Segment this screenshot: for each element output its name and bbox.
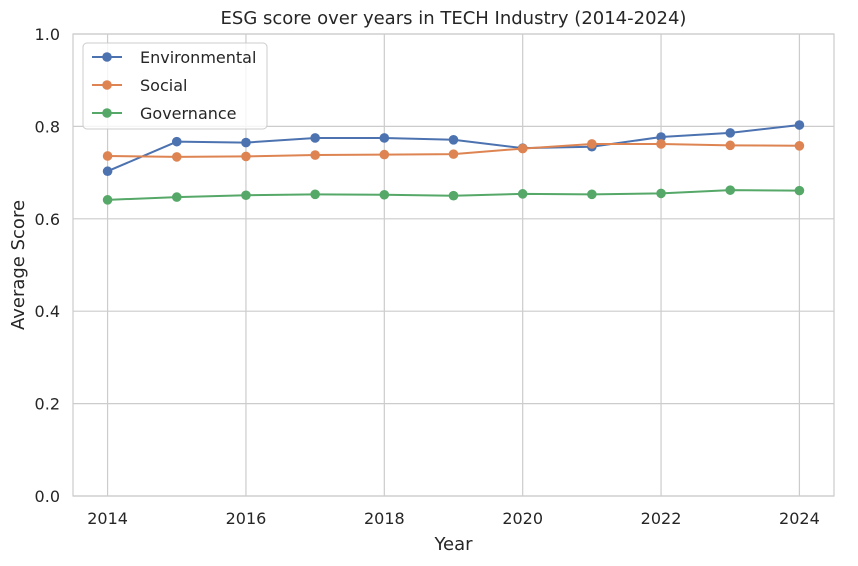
data-point-governance	[517, 189, 528, 199]
data-point-environmental	[102, 166, 113, 177]
data-point-governance	[725, 185, 736, 195]
data-point-social	[379, 149, 390, 160]
plot-frame	[72, 33, 835, 497]
data-point-governance	[310, 189, 320, 200]
legend-marker	[102, 108, 112, 118]
y-tick-label: 0.8	[35, 117, 60, 136]
series-governance	[102, 185, 805, 205]
data-point-governance	[102, 195, 113, 205]
data-point-social	[448, 149, 459, 159]
y-axis-label: Average Score	[8, 200, 29, 330]
data-point-environmental	[656, 132, 666, 142]
data-point-environmental	[171, 136, 182, 147]
x-tick-label: 2020	[502, 509, 543, 528]
y-tick-label: 0.6	[35, 210, 60, 229]
x-tick-label: 2016	[226, 509, 267, 528]
data-point-social	[102, 151, 113, 161]
x-tick-label: 2014	[87, 509, 128, 528]
series-line-environmental	[107, 124, 800, 173]
x-tick-label: 2022	[641, 509, 682, 528]
data-point-governance	[448, 190, 459, 201]
data-point-social	[794, 141, 805, 151]
legend-box	[82, 42, 268, 130]
legend-item-governance: Governance	[92, 104, 237, 123]
legend-label: Social	[140, 76, 187, 95]
chart-title: ESG score over years in TECH Industry (2…	[221, 8, 687, 29]
data-point-environmental	[310, 133, 320, 143]
x-tick-label: 2018	[364, 509, 405, 528]
series-social	[102, 139, 805, 162]
x-axis-label: Year	[433, 534, 473, 555]
legend-item-environmental: Environmental	[92, 48, 256, 67]
data-point-social	[587, 139, 597, 149]
data-point-governance	[241, 190, 251, 201]
legend-marker	[102, 80, 112, 90]
data-point-social	[241, 151, 251, 162]
y-tick-label: 0.0	[35, 487, 60, 506]
legend-label: Environmental	[140, 48, 256, 67]
data-point-social	[725, 140, 736, 151]
data-point-environmental	[241, 137, 251, 148]
data-point-social	[310, 150, 320, 160]
y-tick-label: 0.2	[35, 395, 60, 414]
data-point-environmental	[379, 133, 390, 143]
y-tick-label: 1.0	[35, 25, 60, 44]
legend-item-social: Social	[92, 76, 187, 95]
legend-label: Governance	[140, 104, 237, 123]
data-point-governance	[587, 189, 597, 200]
legend-marker	[102, 52, 112, 62]
series-layer	[102, 120, 805, 205]
x-tick-label: 2024	[779, 509, 820, 528]
data-point-governance	[656, 188, 666, 199]
data-point-governance	[171, 192, 182, 202]
y-tick-label: 0.4	[35, 302, 60, 321]
data-point-environmental	[725, 128, 736, 138]
data-point-environmental	[448, 134, 459, 145]
data-point-social	[656, 139, 666, 149]
data-point-environmental	[794, 120, 805, 130]
data-point-governance	[379, 189, 390, 200]
tick-labels: 2014 2016 2018 2020 2022 2024 0.0 0.2 0.4 0.6 0.8 1…	[35, 25, 820, 528]
data-point-social	[517, 143, 528, 154]
data-point-governance	[794, 185, 805, 196]
legend: Environmental Social Governance	[82, 42, 268, 130]
data-point-social	[171, 152, 182, 162]
